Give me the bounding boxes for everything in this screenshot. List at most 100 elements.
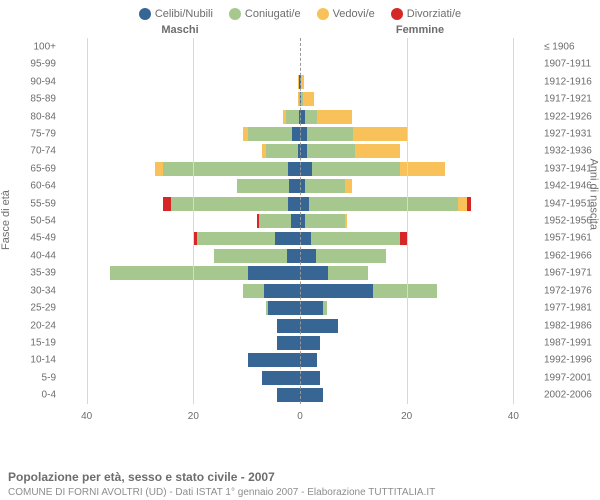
bar-segment bbox=[275, 232, 300, 246]
bar-female bbox=[300, 92, 359, 106]
bar-segment bbox=[467, 197, 472, 211]
bar-female bbox=[300, 284, 481, 298]
birth-year-label: 1997-2001 bbox=[544, 372, 596, 383]
birth-year-label: 1982-1986 bbox=[544, 320, 596, 331]
legend-label: Coniugati/e bbox=[245, 8, 301, 20]
age-label: 95-99 bbox=[16, 59, 56, 70]
bar-segment bbox=[309, 197, 458, 211]
bar-male bbox=[183, 127, 300, 141]
bar-female bbox=[300, 301, 380, 315]
birth-year-label: 1907-1911 bbox=[544, 59, 596, 70]
bar-male bbox=[177, 179, 300, 193]
bar-segment bbox=[248, 266, 300, 280]
age-label: 45-49 bbox=[16, 233, 56, 244]
bar-male bbox=[156, 249, 300, 263]
bar-segment bbox=[300, 144, 307, 158]
bar-female bbox=[300, 197, 503, 211]
bar-segment bbox=[277, 319, 300, 333]
bar-male bbox=[204, 371, 300, 385]
grid-line bbox=[193, 38, 194, 404]
age-label: 70-74 bbox=[16, 146, 56, 157]
legend-swatch bbox=[317, 8, 329, 20]
birth-year-label: ≤ 1906 bbox=[544, 41, 596, 52]
bar-male bbox=[236, 110, 300, 124]
bar-segment bbox=[259, 214, 291, 228]
bar-segment bbox=[303, 92, 315, 106]
age-label: 85-89 bbox=[16, 94, 56, 105]
birth-year-label: 1947-1951 bbox=[544, 198, 596, 209]
bar-segment bbox=[300, 232, 311, 246]
bar-segment bbox=[300, 197, 309, 211]
male-header: Maschi bbox=[60, 24, 300, 36]
bar-segment bbox=[268, 301, 300, 315]
birth-year-label: 1962-1966 bbox=[544, 250, 596, 261]
bar-segment bbox=[373, 284, 437, 298]
birth-year-label: 1977-1981 bbox=[544, 303, 596, 314]
legend-item: Divorziati/e bbox=[391, 8, 461, 20]
bar-segment bbox=[300, 388, 323, 402]
bar-segment bbox=[300, 319, 338, 333]
bar-segment bbox=[458, 197, 467, 211]
age-label: 35-39 bbox=[16, 268, 56, 279]
bar-segment bbox=[305, 179, 345, 193]
bar-segment bbox=[311, 232, 400, 246]
bar-segment bbox=[353, 127, 406, 141]
bar-segment bbox=[305, 110, 317, 124]
bar-female bbox=[300, 144, 455, 158]
age-label: 50-54 bbox=[16, 216, 56, 227]
birth-year-label: 1992-1996 bbox=[544, 355, 596, 366]
bar-segment bbox=[248, 353, 300, 367]
birth-year-label: 1932-1936 bbox=[544, 146, 596, 157]
bar-segment bbox=[400, 232, 407, 246]
bar-segment bbox=[345, 179, 352, 193]
bar-segment bbox=[277, 336, 300, 350]
bar-segment bbox=[288, 197, 300, 211]
age-label: 25-29 bbox=[16, 303, 56, 314]
bar-male bbox=[188, 353, 300, 367]
age-label: 65-69 bbox=[16, 163, 56, 174]
bar-segment bbox=[300, 284, 373, 298]
bar-segment bbox=[300, 353, 317, 367]
bar-male bbox=[113, 162, 300, 176]
bar-female bbox=[300, 319, 396, 333]
bar-segment bbox=[316, 249, 386, 263]
bar-male bbox=[204, 144, 300, 158]
legend-label: Divorziati/e bbox=[407, 8, 461, 20]
bar-segment bbox=[171, 197, 288, 211]
bar-segment bbox=[288, 162, 300, 176]
bar-segment bbox=[300, 301, 323, 315]
bar-segment bbox=[248, 127, 292, 141]
bar-female bbox=[300, 249, 444, 263]
age-label: 0-4 bbox=[16, 390, 56, 401]
bar-segment bbox=[289, 179, 300, 193]
bar-segment bbox=[243, 284, 264, 298]
bar-female bbox=[300, 179, 412, 193]
bar-female bbox=[300, 232, 460, 246]
bar-segment bbox=[264, 284, 301, 298]
bar-segment bbox=[292, 127, 300, 141]
bar-female bbox=[300, 127, 460, 141]
legend-swatch bbox=[391, 8, 403, 20]
legend-label: Celibi/Nubili bbox=[155, 8, 213, 20]
bar-segment bbox=[300, 266, 328, 280]
chart-title: Popolazione per età, sesso e stato civil… bbox=[8, 470, 275, 484]
birth-year-label: 1917-1921 bbox=[544, 94, 596, 105]
female-header: Femmine bbox=[300, 24, 540, 36]
age-label: 55-59 bbox=[16, 198, 56, 209]
birth-year-label: 1967-1971 bbox=[544, 268, 596, 279]
bar-segment bbox=[287, 249, 300, 263]
bar-male bbox=[279, 92, 300, 106]
bar-segment bbox=[277, 388, 300, 402]
bar-segment bbox=[323, 301, 327, 315]
birth-year-label: 1952-1956 bbox=[544, 216, 596, 227]
chart-subtitle: COMUNE DI FORNI AVOLTRI (UD) - Dati ISTA… bbox=[8, 487, 435, 498]
bar-segment bbox=[300, 371, 320, 385]
bar-male bbox=[279, 75, 300, 89]
bar-segment bbox=[305, 214, 345, 228]
bar-male bbox=[199, 214, 300, 228]
legend-label: Vedovi/e bbox=[333, 8, 375, 20]
bar-segment bbox=[300, 336, 320, 350]
bar-female bbox=[300, 110, 412, 124]
x-tick-label: 20 bbox=[401, 411, 412, 422]
bar-segment bbox=[307, 127, 353, 141]
